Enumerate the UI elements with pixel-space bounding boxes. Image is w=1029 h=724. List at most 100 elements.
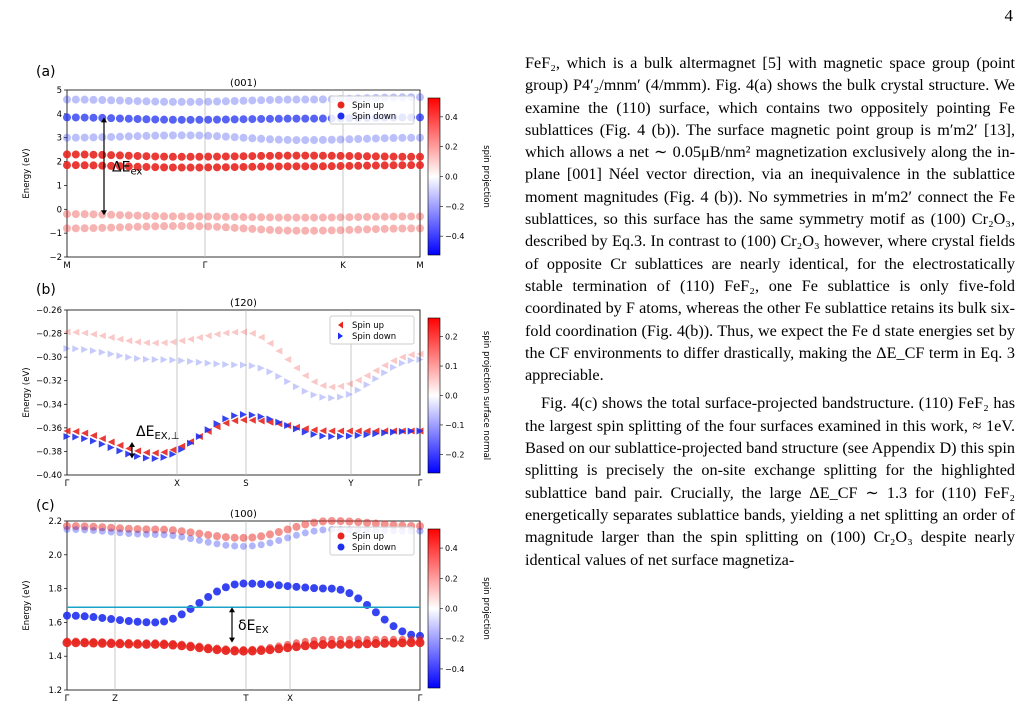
band-point	[284, 378, 292, 385]
band-point	[195, 529, 204, 538]
band-point	[274, 151, 283, 160]
band-point	[204, 212, 213, 221]
x-tick-label: Γ	[418, 694, 423, 704]
band-point	[354, 152, 363, 161]
y-tick-label: −0.40	[36, 471, 62, 481]
band-point	[133, 222, 142, 231]
band-point	[248, 533, 257, 542]
band-point	[390, 357, 398, 365]
band-point	[416, 350, 424, 358]
panel-title: (1̄20)	[230, 298, 257, 309]
band-point	[221, 132, 230, 141]
band-point	[134, 338, 142, 346]
band-point	[371, 608, 380, 617]
band-point	[98, 523, 107, 532]
band-point	[240, 411, 247, 418]
band-point	[327, 639, 337, 649]
band-point	[248, 152, 257, 161]
band-point	[310, 213, 319, 222]
band-point	[134, 452, 142, 460]
band-point	[265, 151, 274, 160]
band-point	[81, 637, 89, 645]
band-point	[142, 211, 151, 220]
band-point	[63, 522, 71, 531]
y-tick-label: 5	[57, 86, 62, 96]
band-point	[107, 444, 115, 451]
band-point	[178, 337, 186, 345]
band-point	[213, 115, 222, 124]
band-point	[178, 445, 186, 453]
colorbar-tick: −0.4	[445, 665, 464, 674]
band-point	[160, 448, 168, 456]
band-point	[89, 113, 98, 122]
band-point	[239, 152, 248, 161]
band-point	[63, 427, 71, 435]
band-point	[398, 359, 406, 367]
band-point	[398, 635, 406, 643]
band-point	[407, 212, 416, 221]
band-point	[301, 136, 310, 145]
band-point	[248, 213, 257, 222]
band-point	[407, 356, 415, 364]
panel-b: (1̄20) Γ X S Y Γ −0.26 −0.28 −0.30 −0.32 −0.34 −0.3…	[22, 298, 491, 489]
band-point	[372, 427, 380, 435]
band-point	[354, 376, 362, 384]
band-point	[363, 225, 372, 234]
band-point	[380, 212, 389, 221]
band-point	[195, 598, 204, 607]
band-point	[98, 96, 107, 105]
band-point	[115, 616, 124, 625]
band-point	[248, 115, 257, 124]
y-tick-label: 1.4	[48, 652, 62, 662]
band-point	[107, 638, 115, 646]
band-point	[230, 133, 239, 142]
band-point	[310, 151, 319, 160]
band-point	[204, 97, 213, 106]
band-point	[389, 622, 398, 631]
band-point	[240, 328, 247, 336]
band-point	[71, 95, 80, 104]
band-point	[107, 151, 116, 160]
band-point	[310, 430, 318, 438]
band-point	[142, 618, 151, 627]
band-point	[222, 645, 230, 653]
band-point	[274, 581, 283, 590]
band-point	[151, 115, 160, 124]
band-point	[115, 132, 124, 141]
band-point	[151, 455, 159, 462]
x-tick-label: M	[416, 261, 423, 271]
band-point	[142, 448, 150, 456]
band-point	[151, 525, 160, 534]
band-point	[345, 135, 354, 144]
band-point	[80, 612, 89, 621]
band-point	[283, 582, 292, 591]
colorbar-label: spin projection	[481, 145, 491, 208]
band-point	[195, 334, 203, 341]
colorbar-tick: 0.4	[445, 544, 458, 553]
band-point	[292, 95, 301, 104]
band-point	[318, 151, 327, 160]
band-point	[345, 152, 354, 161]
band-point	[116, 441, 124, 449]
band-point	[407, 133, 416, 142]
band-point	[204, 152, 213, 161]
band-point	[292, 582, 301, 591]
band-point	[204, 131, 213, 140]
band-point	[221, 583, 230, 592]
band-point	[265, 162, 274, 171]
band-point	[416, 427, 424, 435]
band-point	[239, 533, 248, 542]
band-point	[80, 113, 89, 122]
band-point	[177, 97, 186, 106]
band-point	[107, 132, 116, 141]
band-point	[345, 390, 353, 398]
band-point	[151, 212, 160, 221]
band-point	[416, 522, 424, 531]
band-point	[274, 95, 283, 104]
band-point	[407, 161, 416, 170]
band-point	[248, 416, 256, 424]
legend-entry: Spin up	[352, 532, 384, 542]
band-point	[416, 152, 424, 161]
band-point	[195, 222, 204, 231]
band-point	[98, 133, 107, 142]
